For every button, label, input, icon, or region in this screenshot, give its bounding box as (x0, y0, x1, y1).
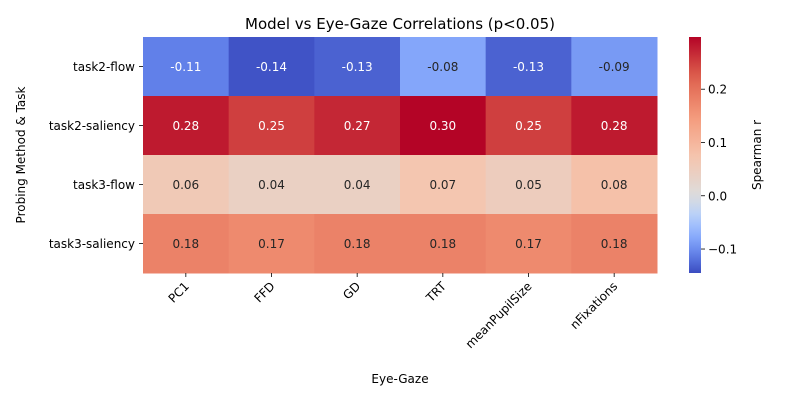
heatmap-cell (571, 37, 658, 97)
x-axis-ticks: PC1 FFD GD TRT meanPupilSize nFixations (166, 273, 620, 351)
heatmap-cell (314, 37, 401, 97)
cell-value-label: 0.17 (515, 237, 542, 251)
cell-value-label: 0.17 (258, 237, 285, 251)
colorbar-tick-label: 0.2 (708, 83, 727, 97)
cell-value-label: 0.25 (258, 119, 285, 133)
cell-value-label: 0.18 (601, 237, 628, 251)
colorbar-label: Spearman r (750, 120, 764, 190)
heatmap-cell (485, 96, 572, 156)
cell-value-label: 0.07 (429, 178, 456, 192)
heatmap-cell (485, 37, 572, 97)
x-axis-label: Eye-Gaze (371, 372, 428, 386)
heatmap-cells (143, 37, 658, 274)
heatmap-cell-labels: -0.11 -0.14 -0.13 -0.08 -0.13 -0.09 0.28 0.25 0.… (170, 60, 629, 251)
heatmap-cell (485, 155, 572, 215)
x-tick-label: nFixations (567, 279, 620, 332)
heatmap-cell (143, 155, 230, 215)
cell-value-label: -0.08 (427, 60, 458, 74)
colorbar-tick-label: 0.1 (708, 136, 727, 150)
heatmap-cell (400, 96, 487, 156)
heatmap-cell (571, 214, 658, 274)
heatmap-cell (571, 155, 658, 215)
cell-value-label: 0.08 (601, 178, 628, 192)
heatmap-cell (143, 37, 230, 97)
heatmap-cell (143, 214, 230, 274)
x-tick-label: GD (340, 279, 363, 302)
cell-value-label: 0.25 (515, 119, 542, 133)
heatmap-cell (400, 214, 487, 274)
y-tick-label: task2-saliency (49, 119, 135, 133)
y-axis-label: Probing Method & Task (14, 86, 28, 223)
x-tick-label: meanPupilSize (463, 279, 535, 351)
heatmap-cell (314, 96, 401, 156)
y-tick-label: task2-flow (73, 60, 135, 74)
heatmap-cell (228, 214, 315, 274)
heatmap-cell (228, 155, 315, 215)
cell-value-label: -0.14 (256, 60, 287, 74)
cell-value-label: 0.18 (344, 237, 371, 251)
heatmap-cell (228, 37, 315, 97)
x-tick-label: PC1 (166, 279, 192, 305)
heatmap-cell (314, 214, 401, 274)
colorbar-tick-label: 0.0 (708, 189, 727, 203)
cell-value-label: 0.18 (429, 237, 456, 251)
cell-value-label: 0.06 (172, 178, 199, 192)
heatmap-cell (143, 96, 230, 156)
cell-value-label: -0.11 (170, 60, 201, 74)
x-tick-label: TRT (423, 279, 450, 306)
cell-value-label: 0.04 (258, 178, 285, 192)
heatmap-cell (228, 96, 315, 156)
cell-value-label: -0.13 (513, 60, 544, 74)
y-tick-label: task3-flow (73, 178, 135, 192)
cell-value-label: 0.05 (515, 178, 542, 192)
heatmap-cell (400, 37, 487, 97)
y-axis-ticks: task2-flow task2-saliency task3-flow task3-… (49, 60, 143, 251)
heatmap-cell (314, 155, 401, 215)
chart-title: Model vs Eye-Gaze Correlations (p<0.05) (245, 15, 555, 33)
cell-value-label: 0.04 (344, 178, 371, 192)
cell-value-label: 0.28 (601, 119, 628, 133)
colorbar (689, 37, 701, 273)
colorbar-tick-label: −0.1 (708, 243, 737, 257)
y-tick-label: task3-saliency (49, 237, 135, 251)
cell-value-label: -0.09 (599, 60, 630, 74)
colorbar-ticks: −0.1 0.0 0.1 0.2 (701, 83, 737, 257)
heatmap-cell (485, 214, 572, 274)
heatmap-cell (400, 155, 487, 215)
heatmap-cell (571, 96, 658, 156)
cell-value-label: 0.18 (172, 237, 199, 251)
cell-value-label: -0.13 (342, 60, 373, 74)
cell-value-label: 0.30 (429, 119, 456, 133)
x-tick-label: FFD (251, 279, 277, 305)
cell-value-label: 0.28 (172, 119, 199, 133)
cell-value-label: 0.27 (344, 119, 371, 133)
